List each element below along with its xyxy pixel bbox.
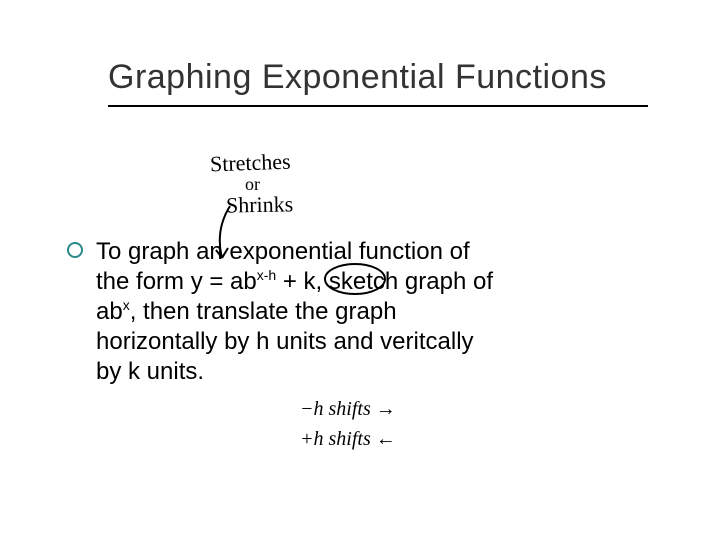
bullet-circle-icon	[66, 241, 84, 259]
exp-x: x	[123, 297, 130, 313]
body-line-2a: the form y = ab	[96, 268, 257, 295]
body-line-4: horizontally by h units and veritcally	[96, 328, 474, 355]
oval-plus-k-icon	[320, 260, 390, 298]
handwritten-pos-h: +h shifts ←	[300, 428, 396, 451]
body-line-3b: , then translate the graph	[130, 298, 397, 325]
arrow-to-a-icon	[200, 200, 260, 270]
title-underline	[108, 105, 648, 107]
handwritten-neg-h: −h shifts →	[300, 398, 396, 421]
slide: Graphing Exponential Functions Stretches…	[0, 0, 720, 540]
body-line-5: by k units.	[96, 358, 204, 385]
body-text: To graph an exponential function of the …	[96, 237, 493, 387]
body-line-1: To graph an exponential function of	[96, 238, 470, 265]
body-line-3a: ab	[96, 298, 123, 325]
slide-title: Graphing Exponential Functions	[108, 58, 660, 97]
